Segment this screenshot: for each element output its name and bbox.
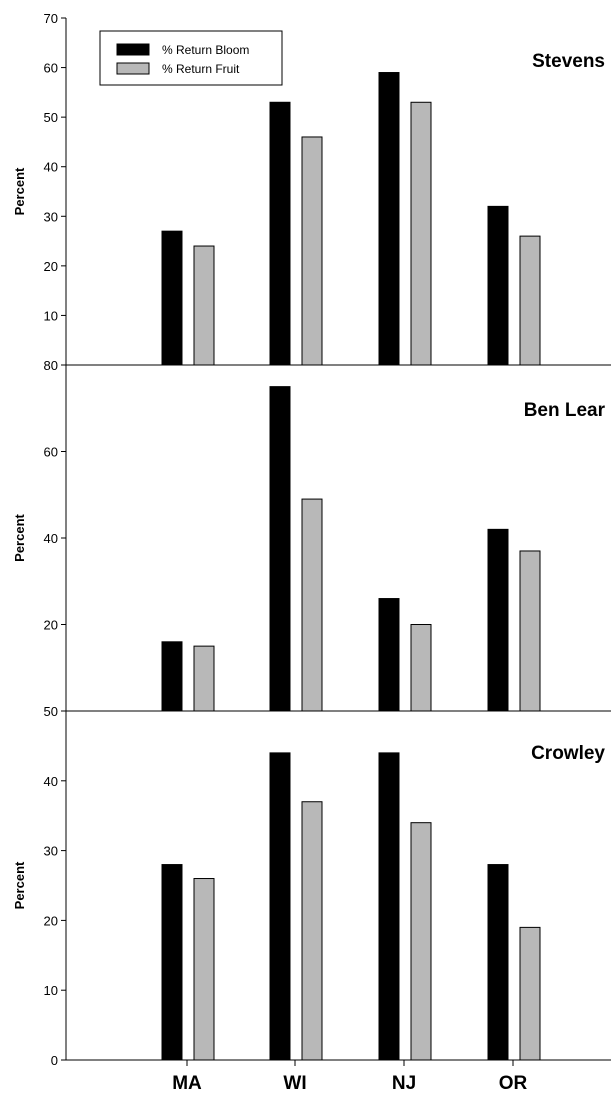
panel-title: Ben Lear — [524, 400, 606, 421]
bloom-bar-wi — [269, 752, 291, 1061]
y-tick-label: 20 — [44, 618, 58, 633]
y-tick-label: 50 — [44, 110, 58, 125]
bloom-bar-or — [487, 205, 509, 366]
y-axis-label: Percent — [12, 513, 27, 561]
bloom-bar-ma — [161, 641, 183, 712]
fruit-bar-wi — [301, 801, 323, 1061]
y-tick-label: 50 — [44, 704, 58, 719]
legend-swatch-bloom — [116, 43, 150, 56]
legend-label-bloom: % Return Bloom — [162, 43, 249, 57]
y-tick-label: 70 — [44, 11, 58, 26]
legend-box — [99, 30, 283, 86]
fruit-bar-or — [519, 235, 541, 366]
panel-ben-lear: 20 40 60 80 Percent Ben Lear — [12, 358, 611, 712]
y-tick-label: 40 — [44, 531, 58, 546]
fruit-bar-wi — [301, 136, 323, 366]
panel-crowley: 0 10 20 30 40 50 MA WI NJ OR Percent Crowley — [12, 704, 611, 1094]
fruit-bar-or — [519, 926, 541, 1061]
y-tick-label: 10 — [44, 983, 58, 998]
y-tick-label: 30 — [44, 209, 58, 224]
y-tick-label: 60 — [44, 61, 58, 76]
fruit-bar-nj — [410, 822, 432, 1061]
x-category-label: NJ — [392, 1073, 416, 1094]
x-category-label: WI — [283, 1073, 306, 1094]
y-axis-label: Percent — [12, 167, 27, 215]
y-tick-label: 10 — [44, 308, 58, 323]
bloom-bar-nj — [378, 598, 400, 712]
fruit-bar-ma — [193, 245, 215, 366]
bloom-bar-ma — [161, 864, 183, 1061]
legend-swatch-fruit — [116, 62, 150, 75]
y-axis-label: Percent — [12, 861, 27, 909]
y-tick-label: 80 — [44, 358, 58, 373]
y-tick-label: 30 — [44, 844, 58, 859]
fruit-bar-nj — [410, 624, 432, 712]
bloom-bar-wi — [269, 101, 291, 366]
bloom-bar-nj — [378, 752, 400, 1061]
chart-panels: 10 20 30 40 50 60 70 Percent Stevens 20 40 60 80 Perc… — [12, 11, 611, 1094]
bloom-bar-or — [487, 528, 509, 712]
y-tick-label: 20 — [44, 913, 58, 928]
y-tick-label: 0 — [51, 1053, 58, 1068]
y-tick-label: 40 — [44, 774, 58, 789]
fruit-bar-or — [519, 550, 541, 712]
legend-label-fruit: % Return Fruit — [162, 62, 240, 76]
fruit-bar-wi — [301, 498, 323, 712]
panel-stevens: 10 20 30 40 50 60 70 Percent Stevens — [12, 11, 611, 366]
fruit-bar-ma — [193, 878, 215, 1061]
bloom-bar-wi — [269, 386, 291, 712]
bloom-bar-ma — [161, 230, 183, 366]
y-tick-label: 40 — [44, 160, 58, 175]
bloom-bar-nj — [378, 72, 400, 366]
y-tick-label: 60 — [44, 445, 58, 460]
bloom-bar-or — [487, 864, 509, 1061]
panel-title: Crowley — [531, 743, 605, 764]
fruit-bar-nj — [410, 101, 432, 366]
panel-title: Stevens — [532, 51, 605, 72]
x-category-label: MA — [172, 1073, 202, 1094]
fruit-bar-ma — [193, 645, 215, 712]
y-tick-label: 20 — [44, 259, 58, 274]
x-category-label: OR — [499, 1073, 528, 1094]
legend: % Return Bloom % Return Fruit — [99, 30, 283, 86]
